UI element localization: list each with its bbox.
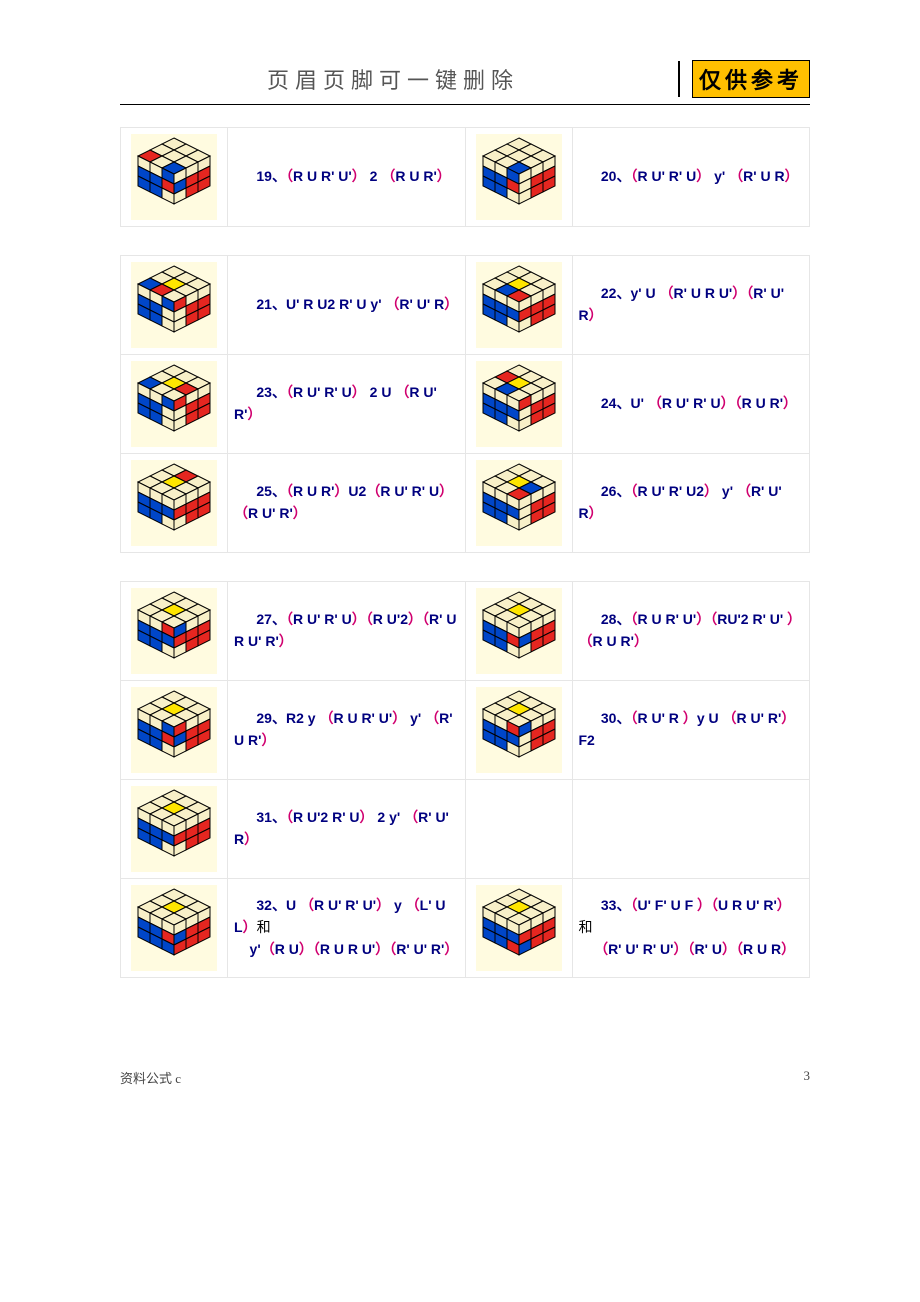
formula-text: 22、y' U （R' U R U'）（R' U' R） — [572, 256, 810, 355]
formula-table: 19、（R U R' U'） 2 （R U R'） 20、（R U' R' U） … — [120, 127, 810, 227]
formula-table: 21、U' R U2 R' U y' （R' U' R） 22、y' U （R' … — [120, 255, 810, 553]
formula-text: 21、U' R U2 R' U y' （R' U' R） — [228, 256, 466, 355]
cube-diagram — [121, 256, 228, 355]
cube-diagram — [465, 128, 572, 227]
header-badge: 仅供参考 — [692, 60, 810, 98]
page-footer: 资料公式 c 3 — [120, 1068, 810, 1087]
header-rule — [120, 104, 810, 105]
content-tables: 19、（R U R' U'） 2 （R U R'） 20、（R U' R' U） … — [120, 127, 810, 978]
cube-diagram — [465, 780, 572, 879]
formula-text: 25、（R U R'）U2（R U' R' U）（R U' R'） — [228, 454, 466, 553]
cube-diagram — [121, 128, 228, 227]
cube-diagram — [121, 879, 228, 978]
formula-text: 32、U （R U' R' U'） y （L' U L）和 y'（R U）（R … — [228, 879, 466, 978]
cube-diagram — [121, 355, 228, 454]
formula-text: 31、（R U'2 R' U） 2 y' （R' U' R） — [228, 780, 466, 879]
cube-diagram — [465, 355, 572, 454]
cube-diagram — [465, 582, 572, 681]
footer-right: 3 — [804, 1068, 811, 1087]
cube-diagram — [121, 681, 228, 780]
formula-text: 24、U' （R U' R' U）（R U R'） — [572, 355, 810, 454]
formula-text: 28、（R U R' U'）（RU'2 R' U' ）（R U R'） — [572, 582, 810, 681]
cube-diagram — [121, 582, 228, 681]
formula-text: 33、（U' F' U F ）（U R U' R'）和 （R' U' R' U'… — [572, 879, 810, 978]
formula-text — [572, 780, 810, 879]
cube-diagram — [465, 879, 572, 978]
header-divider — [678, 61, 680, 97]
formula-text: 19、（R U R' U'） 2 （R U R'） — [228, 128, 466, 227]
formula-table: 27、（R U' R' U）（R U'2）（R' U R U' R'） 28、（R… — [120, 581, 810, 978]
page-header: 页眉页脚可一键删除 仅供参考 — [120, 60, 810, 98]
formula-text: 23、（R U' R' U） 2 U （R U' R'） — [228, 355, 466, 454]
footer-left: 资料公式 c — [120, 1068, 181, 1087]
cube-diagram — [465, 681, 572, 780]
cube-diagram — [465, 256, 572, 355]
cube-diagram — [121, 454, 228, 553]
cube-diagram — [465, 454, 572, 553]
formula-text: 27、（R U' R' U）（R U'2）（R' U R U' R'） — [228, 582, 466, 681]
formula-text: 29、R2 y （R U R' U'） y' （R' U R'） — [228, 681, 466, 780]
formula-text: 20、（R U' R' U） y' （R' U R） — [572, 128, 810, 227]
header-text: 页眉页脚可一键删除 — [120, 63, 666, 95]
formula-text: 30、（R U' R ）y U （R U' R'） F2 — [572, 681, 810, 780]
formula-text: 26、（R U' R' U2） y' （R' U' R） — [572, 454, 810, 553]
cube-diagram — [121, 780, 228, 879]
